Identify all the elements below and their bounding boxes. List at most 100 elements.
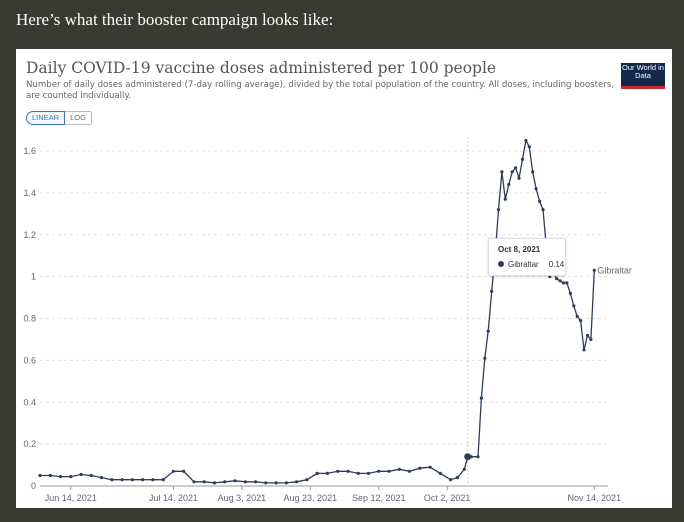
data-point: [233, 479, 237, 483]
data-point: [274, 481, 278, 485]
data-point: [264, 481, 268, 485]
log-button[interactable]: LOG: [65, 111, 92, 125]
hover-tooltip: Oct 8, 2021 Gibraltar 0.14: [488, 238, 566, 276]
data-point: [110, 478, 114, 482]
x-tick-label: Aug 3, 2021: [218, 493, 267, 503]
data-point: [58, 475, 63, 479]
owid-logo[interactable]: Our World in Data: [621, 63, 665, 89]
series-end-label: Gibraltar: [597, 265, 632, 275]
data-point: [100, 476, 104, 480]
data-point: [531, 170, 535, 174]
y-tick-label: 0.8: [23, 314, 36, 324]
data-point: [305, 478, 309, 482]
data-point: [130, 478, 134, 482]
data-point: [315, 471, 319, 475]
data-point: [568, 291, 573, 295]
data-point: [325, 471, 329, 475]
tooltip-row: Gibraltar 0.14: [498, 260, 564, 269]
scale-toggle: LINEAR LOG: [26, 111, 92, 125]
y-tick-label: 1.2: [23, 230, 36, 240]
data-point: [565, 281, 569, 285]
data-point: [538, 199, 542, 203]
data-point: [520, 157, 525, 161]
data-point: [89, 473, 93, 478]
data-point: [507, 182, 511, 187]
data-point: [572, 304, 576, 308]
data-point: [579, 319, 583, 323]
data-point: [120, 478, 124, 482]
data-point: [397, 467, 401, 471]
data-point: [295, 480, 299, 484]
data-point: [462, 467, 466, 471]
data-point: [212, 481, 217, 485]
y-tick-label: 0.6: [23, 355, 36, 365]
chart-subtitle: Number of daily doses administered (7-da…: [26, 80, 615, 101]
data-point: [192, 480, 196, 484]
chart-card: Daily COVID-19 vaccine doses administere…: [16, 49, 672, 508]
data-point: [182, 469, 186, 473]
data-point: [428, 465, 432, 469]
data-point: [541, 208, 545, 212]
data-point: [500, 170, 504, 174]
data-point: [455, 476, 459, 480]
data-point: [356, 471, 360, 475]
data-point: [514, 166, 518, 170]
x-tick-label: Jun 14, 2021: [45, 493, 97, 503]
data-point: [141, 478, 145, 482]
line-chart[interactable]: 0 0.2 0.4 0.6 0.8 1 1.2 1.4 1.6 Jun 14, 2021 Jul 1…: [16, 49, 672, 508]
data-point: [534, 187, 538, 191]
data-point: [438, 471, 442, 475]
x-tick-label: Aug 23, 2021: [284, 493, 338, 503]
data-point: [476, 455, 480, 459]
data-point: [486, 329, 490, 333]
series-dot-icon: [498, 261, 504, 267]
data-point: [387, 469, 391, 473]
data-point: [202, 480, 206, 484]
tooltip-date: Oct 8, 2021: [498, 245, 541, 254]
data-point: [561, 281, 566, 285]
data-point: [585, 333, 590, 337]
y-tick-label: 1.4: [23, 188, 36, 198]
data-point: [527, 145, 531, 149]
data-point: [79, 472, 83, 477]
data-point: [449, 478, 453, 482]
data-point: [490, 289, 494, 293]
data-point: [161, 478, 165, 482]
y-tick-label: 1.6: [23, 146, 36, 156]
tooltip-series: Gibraltar: [508, 260, 539, 269]
data-point: [555, 277, 559, 281]
data-point: [496, 208, 501, 212]
data-point: [479, 396, 483, 400]
data-point: [483, 356, 487, 360]
series-line-gibraltar: [40, 138, 595, 484]
data-point: [524, 138, 528, 143]
y-tick-label: 1: [31, 272, 36, 282]
data-point: [582, 348, 586, 352]
x-tick-label: Jul 14, 2021: [149, 493, 198, 503]
tooltip-value: 0.14: [548, 260, 565, 269]
data-point: [517, 176, 521, 180]
data-point: [223, 480, 227, 484]
data-point: [38, 473, 42, 478]
linear-button[interactable]: LINEAR: [26, 111, 66, 125]
data-point: [558, 279, 562, 283]
data-point: [346, 469, 350, 473]
data-point: [503, 197, 507, 201]
hover-point: [464, 453, 472, 461]
x-tick-label: Oct 2, 2021: [424, 493, 471, 503]
data-point: [171, 469, 175, 473]
y-tick-label: 0: [31, 481, 36, 491]
x-tick-label: Nov 14, 2021: [568, 493, 622, 503]
data-point: [151, 478, 155, 482]
x-tick-label: Sep 12, 2021: [352, 493, 406, 503]
intro-text: Here’s what their booster campaign looks…: [16, 10, 334, 29]
data-point: [254, 480, 258, 484]
data-point: [592, 268, 596, 272]
chart-title: Daily COVID-19 vaccine doses administere…: [26, 59, 497, 77]
data-point: [510, 170, 514, 174]
data-point: [575, 314, 579, 318]
data-point: [407, 469, 412, 473]
data-point: [284, 481, 288, 485]
data-point: [48, 473, 52, 478]
data-point: [243, 480, 247, 484]
